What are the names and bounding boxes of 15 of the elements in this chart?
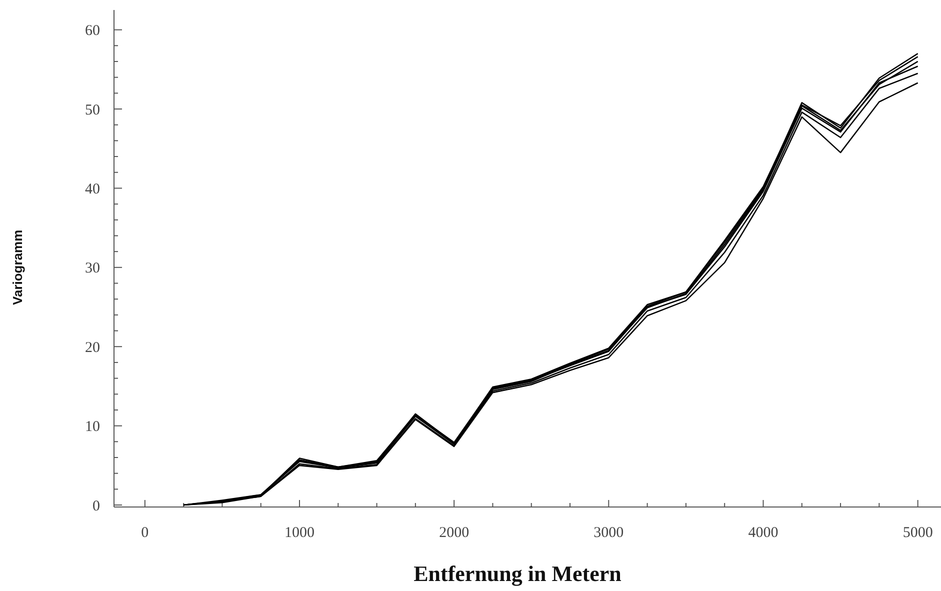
x-axis-title: Entfernung in Metern	[414, 561, 622, 586]
x-tick-label: 4000	[748, 525, 778, 541]
y-axis-title: Variogramm	[10, 230, 25, 305]
y-tick-label: 0	[92, 498, 100, 514]
y-tick-label: 10	[85, 419, 100, 436]
x-tick-label: 1000	[284, 525, 314, 541]
y-tick-label: 60	[85, 23, 100, 40]
y-tick-label: 30	[85, 260, 100, 277]
x-tick-label: 3000	[594, 525, 624, 541]
y-tick-label: 20	[85, 340, 100, 356]
x-tick-label: 5000	[902, 525, 933, 541]
y-tick-label: 50	[85, 102, 100, 118]
x-tick-label: 2000	[439, 525, 470, 541]
x-tick-label: 0	[141, 525, 149, 541]
y-tick-label: 40	[85, 181, 100, 198]
